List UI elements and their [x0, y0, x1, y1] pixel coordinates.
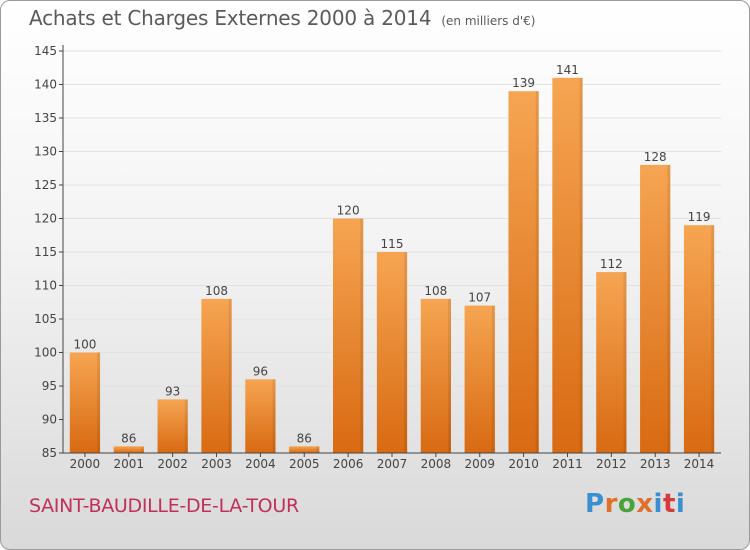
- data-label: 112: [600, 257, 623, 271]
- x-tick-label: 2002: [157, 457, 188, 471]
- data-label: 108: [205, 284, 228, 298]
- bar: [201, 298, 232, 453]
- bar: [157, 399, 188, 453]
- y-tick-label: 90: [42, 413, 57, 427]
- y-tick-label: 145: [34, 44, 57, 58]
- y-tick-label: 125: [34, 178, 57, 192]
- bar-shade: [579, 77, 583, 454]
- x-tick-label: 2004: [245, 457, 276, 471]
- bar: [376, 252, 408, 453]
- data-label: 86: [121, 431, 136, 445]
- bar-shade: [140, 446, 144, 453]
- axes: [59, 45, 721, 457]
- x-tick-label: 2011: [552, 457, 583, 471]
- x-tick-label: 2012: [596, 457, 627, 471]
- bar-shade: [316, 446, 320, 453]
- x-tick-label: 2013: [640, 457, 671, 471]
- y-tick-label: 115: [34, 245, 57, 259]
- x-tick-label: 2003: [201, 457, 232, 471]
- x-tick-label: 2014: [684, 457, 715, 471]
- bar-shade: [184, 399, 188, 453]
- data-label: 120: [337, 204, 360, 218]
- brand-logo: Proxiti: [585, 489, 685, 519]
- y-tick-label: 135: [34, 111, 57, 125]
- bar: [69, 352, 101, 453]
- x-tick-label: 2008: [421, 457, 452, 471]
- bar: [332, 218, 364, 453]
- brand-logo-letter: P: [585, 489, 605, 519]
- bar: [245, 379, 276, 453]
- x-tick-labels: 2000 2001 2002 2003 2004 2005 2006 2007 2008 2009…: [70, 457, 715, 471]
- data-label: 128: [644, 150, 667, 164]
- x-tick-label: 2000: [70, 457, 101, 471]
- bar-shade: [404, 252, 408, 453]
- bar-shade: [667, 164, 671, 453]
- bar: [464, 305, 495, 453]
- bar: [113, 446, 144, 453]
- bars: [69, 77, 715, 454]
- y-tick-label: 85: [42, 446, 57, 460]
- data-label: 115: [381, 237, 404, 251]
- data-label: 119: [688, 210, 711, 224]
- y-tick-label: 130: [34, 145, 57, 159]
- data-label: 141: [556, 63, 579, 77]
- brand-logo-letter: o: [617, 489, 637, 519]
- x-tick-label: 2010: [508, 457, 539, 471]
- bar-shade: [448, 298, 452, 453]
- data-label: 139: [512, 76, 535, 90]
- bar: [640, 164, 671, 453]
- bar-shade: [623, 272, 627, 453]
- brand-logo-letter: r: [604, 489, 618, 519]
- y-tick-labels: 85 90 95 100 105 110 115 120 125 130 135 140 145: [34, 44, 57, 460]
- bar: [596, 272, 627, 453]
- y-tick-label: 95: [42, 379, 57, 393]
- bar: [683, 225, 715, 453]
- title-line: Achats et Charges Externes 2000 à 2014 (e…: [29, 6, 535, 30]
- x-tick-label: 2001: [114, 457, 145, 471]
- commune-name: SAINT-BAUDILLE-DE-LA-TOUR: [29, 495, 299, 517]
- y-tick-label: 105: [34, 312, 57, 326]
- y-tick-label: 110: [34, 279, 57, 293]
- bar-shade: [97, 352, 101, 453]
- brand-logo-letter: i: [653, 489, 663, 519]
- data-label: 86: [297, 431, 312, 445]
- data-label: 93: [165, 384, 180, 398]
- data-label: 108: [424, 284, 447, 298]
- data-label: 100: [73, 338, 96, 352]
- y-tick-label: 140: [34, 78, 57, 92]
- brand-logo-letter: x: [636, 489, 654, 519]
- data-label: 107: [468, 291, 491, 305]
- brand-logo-letter: t: [662, 489, 676, 519]
- data-labels: 100 86 93 108 96 86 120 115 108 107 139 141 112 128 11…: [73, 63, 711, 445]
- x-tick-label: 2007: [377, 457, 408, 471]
- bar: [420, 298, 452, 453]
- chart-unit: (en milliers d'€): [441, 14, 536, 28]
- bar-shade: [491, 305, 495, 453]
- brand-logo-letter: i: [675, 489, 686, 519]
- bar-shade: [228, 298, 232, 453]
- y-tick-label: 120: [34, 212, 57, 226]
- data-label: 96: [253, 364, 268, 378]
- bar-shade: [711, 225, 715, 453]
- x-tick-label: 2009: [464, 457, 495, 471]
- x-tick-label: 2005: [289, 457, 320, 471]
- chart-title: Achats et Charges Externes 2000 à 2014: [29, 6, 432, 30]
- bar-shade: [360, 218, 364, 453]
- x-tick-label: 2006: [333, 457, 364, 471]
- bar: [508, 91, 539, 453]
- y-tick-label: 100: [34, 346, 57, 360]
- bar-shade: [272, 379, 276, 453]
- bar: [552, 77, 583, 454]
- bar: [289, 446, 320, 453]
- bar-shade: [535, 91, 539, 453]
